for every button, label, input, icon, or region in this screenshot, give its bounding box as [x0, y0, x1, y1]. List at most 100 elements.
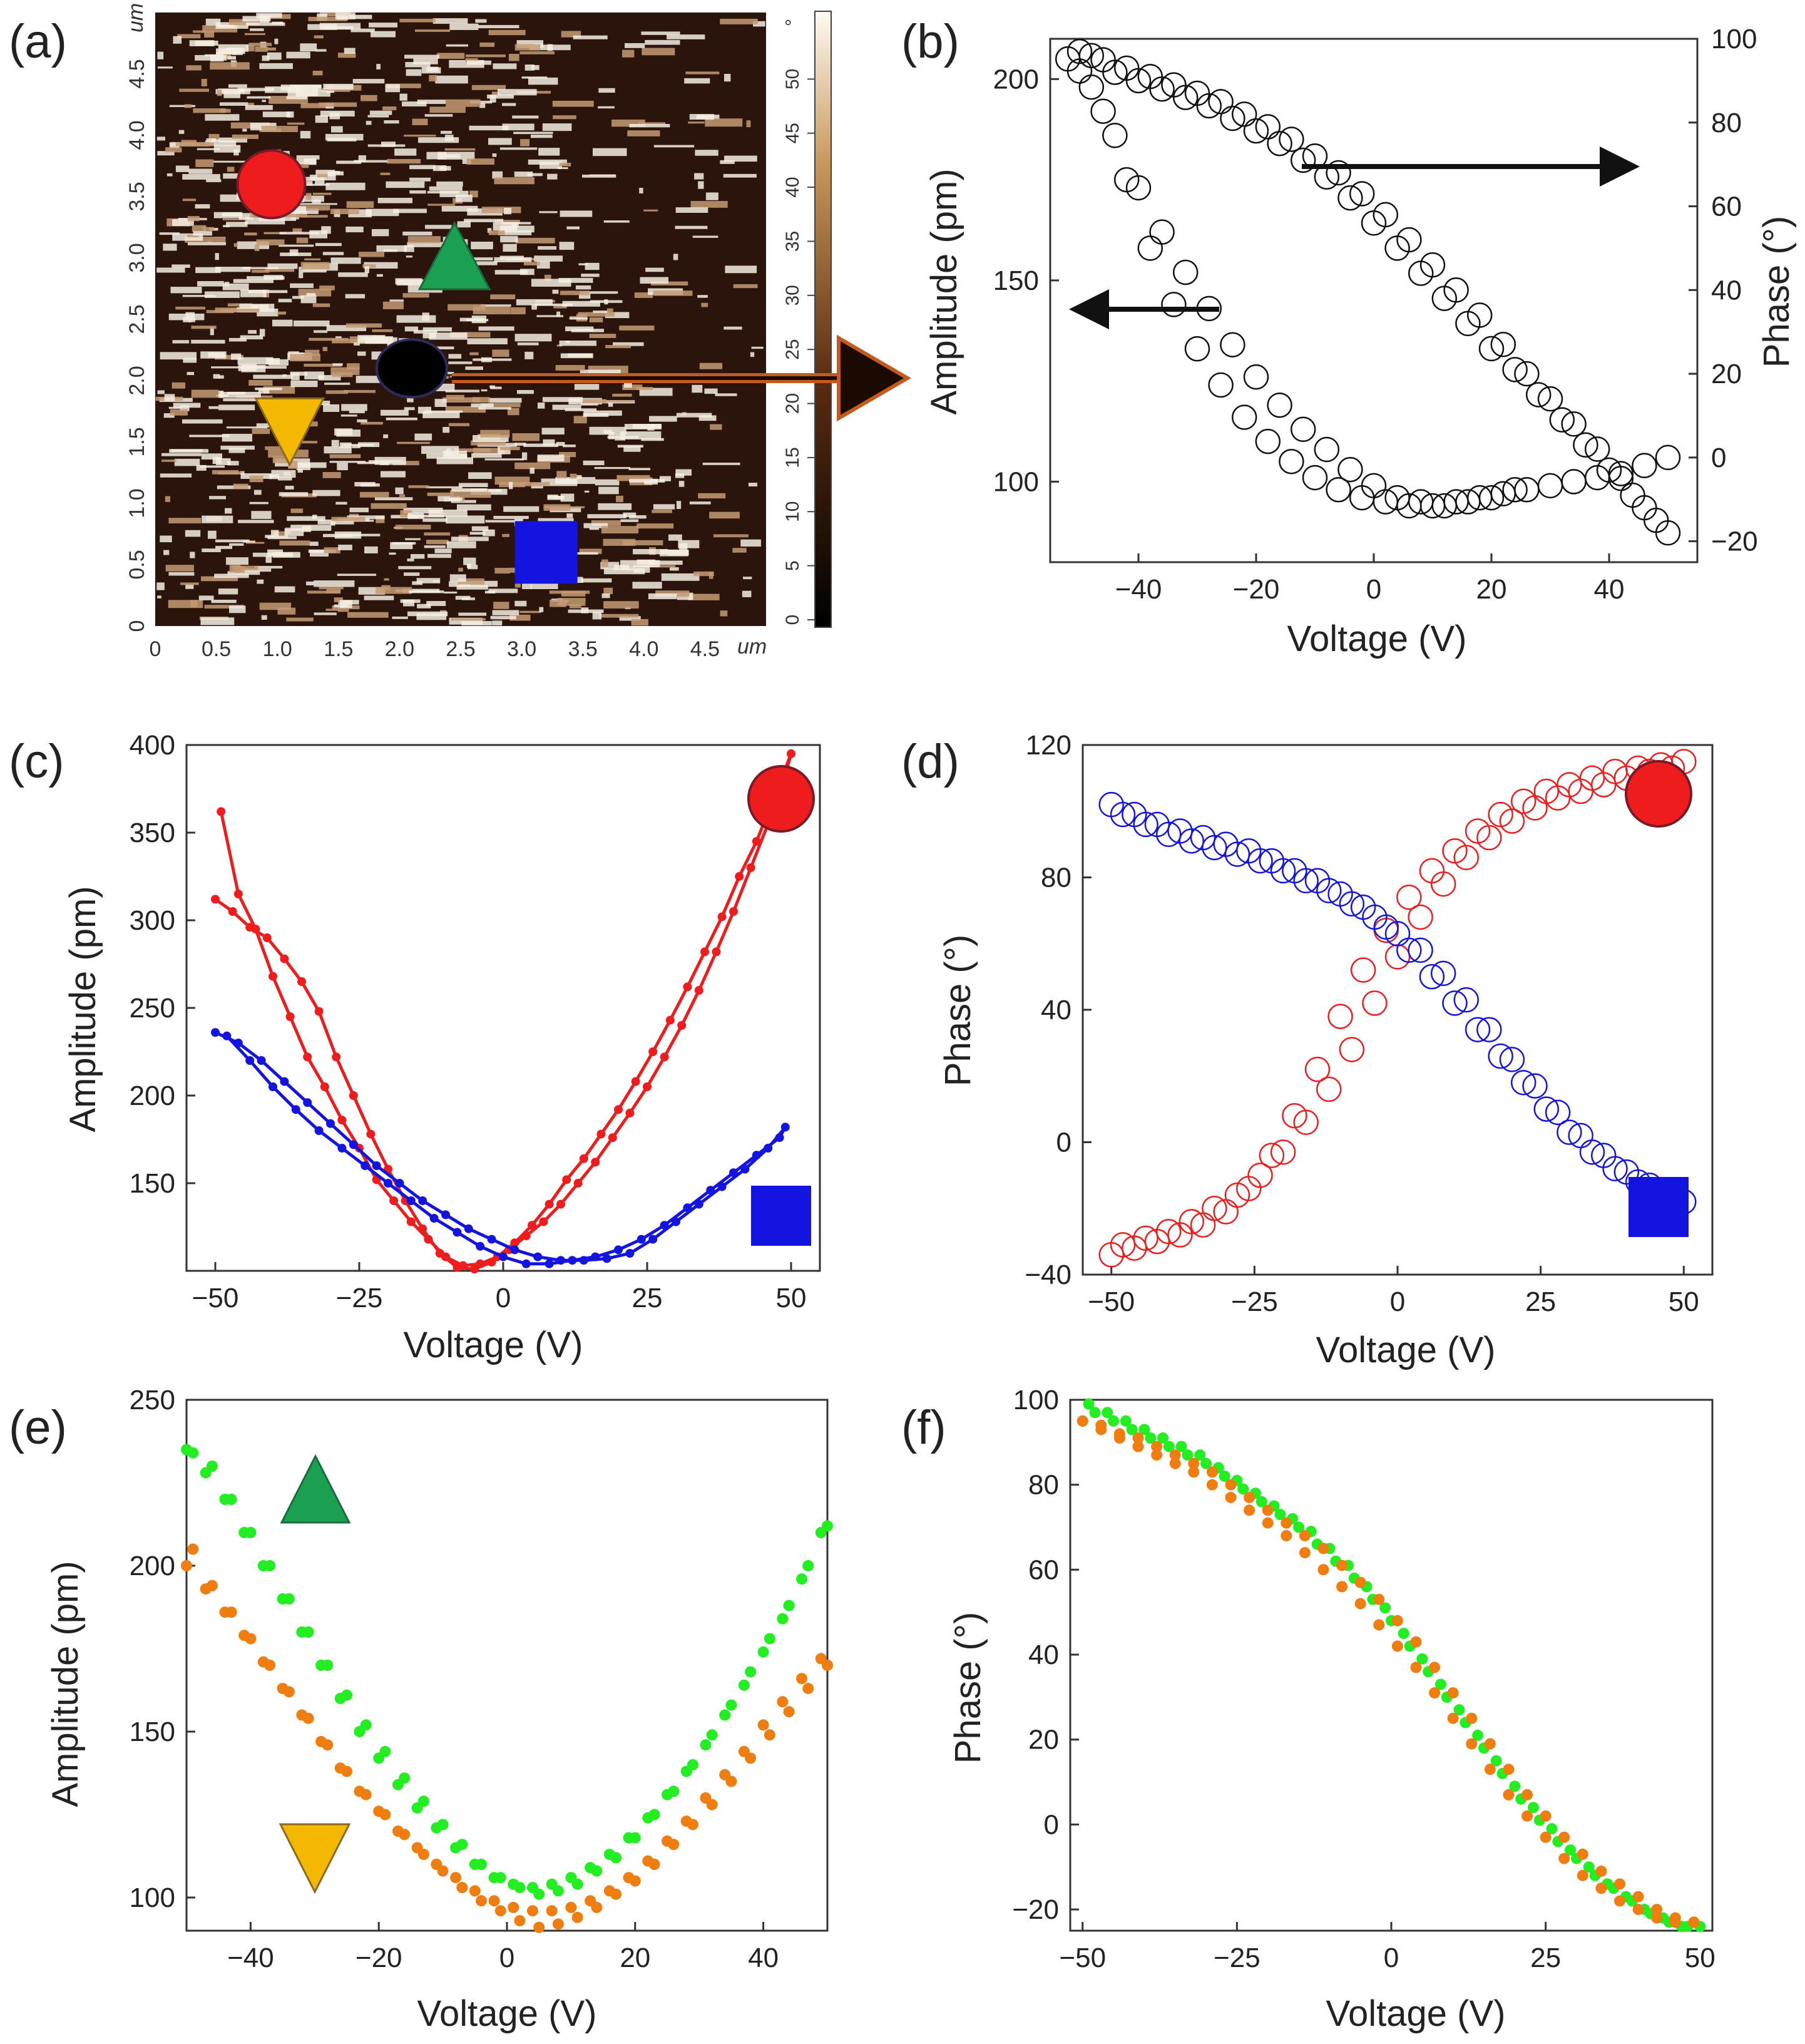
- map-texture-streak: [494, 270, 528, 275]
- map-texture-streak: [290, 380, 318, 388]
- map-texture-streak: [467, 60, 492, 65]
- data-point: [268, 1082, 277, 1091]
- map-texture-streak: [195, 267, 221, 274]
- data-point: [458, 1261, 468, 1270]
- map-texture-streak: [337, 53, 356, 58]
- map-texture-streak: [205, 140, 237, 146]
- map-texture-streak: [345, 323, 382, 328]
- map-texture-streak: [403, 508, 443, 514]
- data-point: [1066, 38, 1093, 64]
- colorbar-tick-label: 5: [782, 560, 803, 571]
- map-texture-streak: [750, 352, 755, 357]
- map-texture-streak: [338, 272, 368, 277]
- map-texture-streak: [185, 584, 194, 589]
- panel-label-f: (f): [901, 1401, 946, 1454]
- data-point: [187, 1447, 199, 1459]
- map-texture-streak: [332, 339, 366, 344]
- colorbar-tick-label: 25: [782, 339, 803, 359]
- data-point: [1224, 841, 1250, 867]
- map-texture-streak: [160, 535, 172, 543]
- map-texture-streak: [259, 63, 293, 69]
- data-point: [719, 1709, 731, 1721]
- colorbar-tick-label: 45: [782, 123, 803, 143]
- data-point: [1510, 1070, 1537, 1096]
- data-point: [1076, 1415, 1088, 1427]
- map-texture-streak: [479, 103, 486, 108]
- map-texture-streak: [371, 229, 389, 237]
- data-point: [384, 1179, 392, 1188]
- map-texture-streak: [179, 88, 210, 92]
- map-texture-streak: [512, 433, 540, 441]
- data-point: [717, 1182, 727, 1191]
- data-point: [437, 1819, 449, 1831]
- map-texture-streak: [159, 232, 180, 235]
- data-point: [802, 1560, 814, 1571]
- map-texture-streak: [428, 510, 468, 517]
- map-texture-streak: [434, 399, 447, 408]
- map-texture-streak: [248, 330, 257, 334]
- y-tick-label: 20: [1028, 1725, 1059, 1755]
- map-texture-streak: [492, 171, 503, 179]
- data-point: [596, 1129, 606, 1139]
- y-tick-label: 100: [1013, 1385, 1059, 1415]
- data-point: [729, 907, 738, 916]
- data-point: [1339, 891, 1365, 917]
- map-texture-streak: [192, 225, 207, 232]
- data-point: [706, 1799, 718, 1810]
- map-texture-streak: [710, 424, 722, 430]
- data-point: [1102, 1407, 1113, 1419]
- data-point: [1431, 285, 1458, 311]
- data-point: [341, 1689, 352, 1701]
- data-point: [1337, 456, 1363, 483]
- data-point: [775, 1133, 784, 1143]
- map-texture-streak: [418, 137, 459, 143]
- panel-label-a: (a): [9, 15, 67, 68]
- series-1: [181, 1543, 833, 1933]
- map-texture-streak: [503, 244, 517, 252]
- data-point: [1391, 1615, 1403, 1626]
- data-point: [677, 1021, 687, 1030]
- y-tick-label: 40: [1028, 1640, 1059, 1670]
- map-y-tick-label: 4.0: [125, 120, 149, 150]
- data-point: [1151, 1441, 1163, 1452]
- map-texture-streak: [272, 211, 307, 218]
- map-texture-streak: [367, 115, 389, 118]
- map-texture-streak: [366, 121, 372, 125]
- map-texture-streak: [715, 393, 737, 396]
- map-texture-streak: [455, 195, 473, 202]
- map-texture-streak: [416, 613, 447, 620]
- data-point: [591, 1901, 603, 1913]
- data-point: [211, 1028, 220, 1037]
- data-point: [1255, 1496, 1267, 1507]
- series-0: [211, 749, 795, 1274]
- map-texture-streak: [613, 565, 630, 570]
- data-point: [552, 1885, 564, 1897]
- map-texture-streak: [248, 290, 288, 294]
- map-texture-streak: [369, 23, 397, 28]
- map-texture-streak: [274, 586, 295, 593]
- data-point: [1429, 1661, 1441, 1673]
- data-point: [1188, 1457, 1200, 1469]
- map-texture-streak: [493, 602, 509, 609]
- map-texture-streak: [623, 512, 637, 518]
- colorbar-tick-label: 20: [782, 393, 803, 414]
- data-point: [1349, 485, 1375, 511]
- data-point: [757, 1646, 769, 1658]
- map-texture-streak: [561, 31, 581, 38]
- data-point: [469, 1885, 481, 1897]
- series-0: [1055, 46, 1681, 519]
- y-tick-label: 150: [130, 1168, 175, 1199]
- map-texture-streak: [694, 173, 704, 180]
- map-texture-streak: [178, 130, 185, 134]
- data-point: [1078, 74, 1105, 100]
- map-texture-streak: [354, 342, 360, 346]
- map-texture-streak: [157, 390, 165, 394]
- map-texture-streak: [547, 173, 558, 180]
- map-texture-streak: [215, 539, 250, 543]
- map-texture-streak: [480, 304, 511, 307]
- map-texture-streak: [296, 237, 309, 244]
- map-texture-streak: [568, 609, 604, 614]
- data-point: [1565, 1844, 1577, 1856]
- map-texture-streak: [306, 293, 316, 296]
- map-texture-streak: [298, 289, 332, 297]
